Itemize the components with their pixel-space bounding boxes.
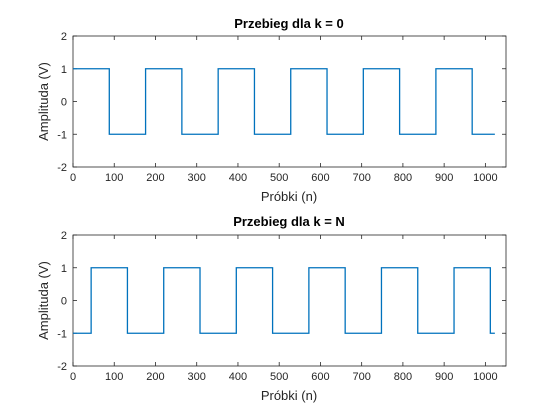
y-tick-label: -2 bbox=[57, 162, 67, 174]
x-tick-label: 500 bbox=[270, 172, 288, 184]
data-series-line bbox=[73, 267, 495, 334]
x-tick-label: 1000 bbox=[473, 172, 497, 184]
y-tick-label: -1 bbox=[57, 129, 67, 141]
x-tick-label: 700 bbox=[352, 172, 370, 184]
x-axis-label: Próbki (n) bbox=[261, 189, 317, 204]
plot-area bbox=[72, 35, 507, 168]
x-tick-label: 100 bbox=[105, 172, 123, 184]
x-tick-label: 400 bbox=[229, 371, 247, 383]
chart-title: Przebieg dla k = N bbox=[233, 214, 345, 229]
plot-area bbox=[72, 234, 507, 367]
y-tick-label: -2 bbox=[57, 361, 67, 373]
data-series-line bbox=[73, 68, 495, 135]
x-tick-label: 600 bbox=[311, 371, 329, 383]
subplot-k0: Przebieg dla k = 0 0 100 200 300 400 500 600 70… bbox=[36, 16, 507, 204]
x-tick-label: 800 bbox=[394, 371, 412, 383]
x-tick-label: 900 bbox=[435, 371, 453, 383]
x-tick-label: 0 bbox=[70, 371, 76, 383]
x-tick-label: 300 bbox=[188, 371, 206, 383]
x-tick-label: 500 bbox=[270, 371, 288, 383]
x-tick-label: 0 bbox=[70, 172, 76, 184]
x-axis-label: Próbki (n) bbox=[261, 388, 317, 403]
x-tick-label: 100 bbox=[105, 371, 123, 383]
x-tick-label: 900 bbox=[435, 172, 453, 184]
y-tick-label: 0 bbox=[61, 296, 67, 308]
x-tick-label: 200 bbox=[146, 371, 164, 383]
y-tick-label: 2 bbox=[61, 31, 67, 43]
y-axis-label: Amplituda (V) bbox=[36, 62, 51, 141]
x-tick-label: 800 bbox=[394, 172, 412, 184]
x-tick-label: 400 bbox=[229, 172, 247, 184]
x-tick-label: 1000 bbox=[473, 371, 497, 383]
x-tick-label: 300 bbox=[188, 172, 206, 184]
y-tick-label: -1 bbox=[57, 328, 67, 340]
y-axis-label: Amplituda (V) bbox=[36, 261, 51, 340]
chart-title: Przebieg dla k = 0 bbox=[234, 16, 343, 31]
x-tick-label: 700 bbox=[352, 371, 370, 383]
subplot-kN: Przebieg dla k = N 0 100 200 300 400 500 600 70… bbox=[36, 214, 507, 403]
y-tick-label: 0 bbox=[61, 97, 67, 109]
y-tick-label: 1 bbox=[61, 263, 67, 275]
y-tick-label: 2 bbox=[61, 230, 67, 242]
x-tick-label: 200 bbox=[146, 172, 164, 184]
x-tick-label: 600 bbox=[311, 172, 329, 184]
y-tick-label: 1 bbox=[61, 64, 67, 76]
